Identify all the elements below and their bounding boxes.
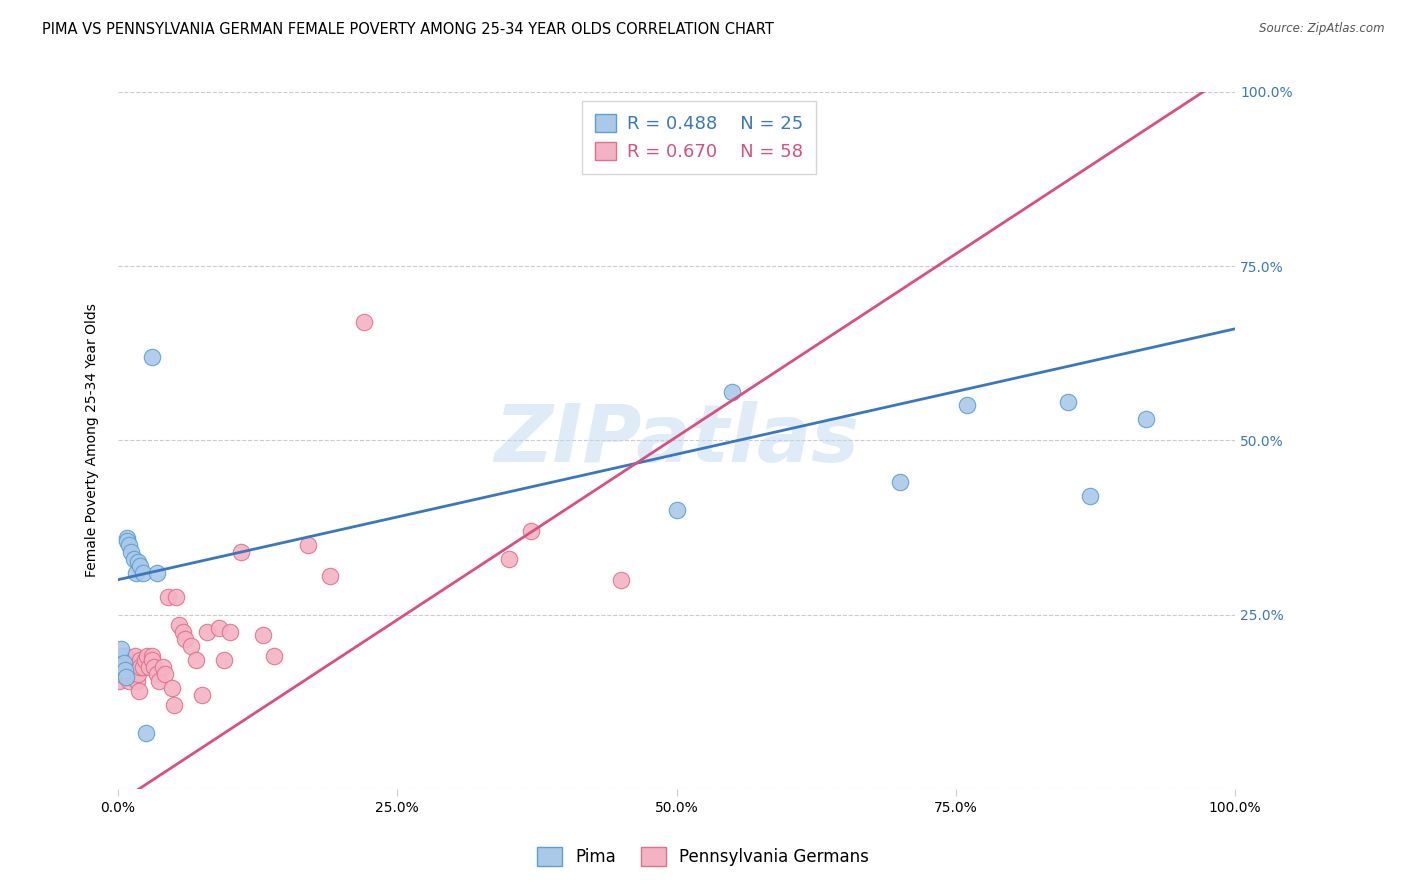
- Point: [138, 660, 160, 674]
- Point: [110, 660, 132, 674]
- Text: PIMA VS PENNSYLVANIA GERMAN FEMALE POVERTY AMONG 25-34 YEAR OLDS CORRELATION CHA: PIMA VS PENNSYLVANIA GERMAN FEMALE POVER…: [42, 22, 775, 37]
- Point: [120, 545, 142, 559]
- Point: [125, 566, 148, 580]
- Point: [141, 649, 163, 664]
- Point: [120, 666, 142, 681]
- Point: [174, 632, 197, 646]
- Point: [115, 670, 138, 684]
- Point: [165, 590, 187, 604]
- Point: [124, 660, 146, 674]
- Point: [498, 551, 520, 566]
- Point: [146, 566, 169, 580]
- Point: [112, 653, 135, 667]
- Point: [108, 673, 131, 688]
- Point: [128, 684, 150, 698]
- Point: [134, 653, 156, 667]
- Legend: Pima, Pennsylvania Germans: Pima, Pennsylvania Germans: [529, 838, 877, 875]
- Point: [121, 660, 143, 674]
- Point: [520, 524, 543, 538]
- Text: ZIPatlas: ZIPatlas: [494, 401, 859, 479]
- Point: [252, 628, 274, 642]
- Point: [110, 666, 132, 681]
- Point: [180, 639, 202, 653]
- Point: [319, 569, 342, 583]
- Point: [117, 663, 139, 677]
- Point: [197, 624, 219, 639]
- Point: [115, 531, 138, 545]
- Point: [115, 670, 138, 684]
- Point: [122, 670, 145, 684]
- Point: [118, 673, 141, 688]
- Point: [263, 649, 285, 664]
- Point: [125, 666, 148, 681]
- Point: [207, 622, 229, 636]
- Point: [136, 649, 159, 664]
- Point: [118, 670, 141, 684]
- Point: [721, 384, 744, 399]
- Point: [129, 558, 152, 573]
- Point: [135, 726, 157, 740]
- Point: [115, 660, 138, 674]
- Point: [129, 653, 152, 667]
- Point: [186, 653, 208, 667]
- Y-axis label: Female Poverty Among 25-34 Year Olds: Female Poverty Among 25-34 Year Olds: [86, 303, 100, 577]
- Point: [127, 660, 149, 674]
- Point: [112, 657, 135, 671]
- Point: [212, 653, 235, 667]
- Point: [146, 666, 169, 681]
- Point: [353, 315, 375, 329]
- Point: [141, 350, 163, 364]
- Text: Source: ZipAtlas.com: Source: ZipAtlas.com: [1260, 22, 1385, 36]
- Point: [127, 666, 149, 681]
- Point: [129, 660, 152, 674]
- Point: [297, 538, 319, 552]
- Legend: R = 0.488    N = 25, R = 0.670    N = 58: R = 0.488 N = 25, R = 0.670 N = 58: [582, 101, 815, 174]
- Point: [111, 660, 134, 674]
- Point: [1135, 412, 1157, 426]
- Point: [114, 663, 136, 677]
- Point: [118, 660, 141, 674]
- Point: [110, 649, 132, 664]
- Point: [118, 538, 141, 552]
- Point: [160, 681, 183, 695]
- Point: [114, 649, 136, 664]
- Point: [665, 503, 688, 517]
- Point: [218, 624, 240, 639]
- Point: [152, 660, 174, 674]
- Point: [956, 399, 979, 413]
- Point: [163, 698, 186, 713]
- Point: [142, 660, 165, 674]
- Point: [1056, 395, 1078, 409]
- Point: [191, 688, 214, 702]
- Point: [148, 673, 170, 688]
- Point: [169, 618, 191, 632]
- Point: [125, 673, 148, 688]
- Point: [131, 566, 153, 580]
- Point: [229, 545, 252, 559]
- Point: [609, 573, 631, 587]
- Point: [131, 660, 153, 674]
- Point: [157, 590, 180, 604]
- Point: [115, 666, 138, 681]
- Point: [889, 475, 911, 489]
- Point: [153, 666, 176, 681]
- Point: [172, 624, 194, 639]
- Point: [1078, 489, 1101, 503]
- Point: [141, 653, 163, 667]
- Point: [115, 534, 138, 549]
- Point: [124, 649, 146, 664]
- Point: [122, 551, 145, 566]
- Point: [127, 555, 149, 569]
- Point: [110, 642, 132, 657]
